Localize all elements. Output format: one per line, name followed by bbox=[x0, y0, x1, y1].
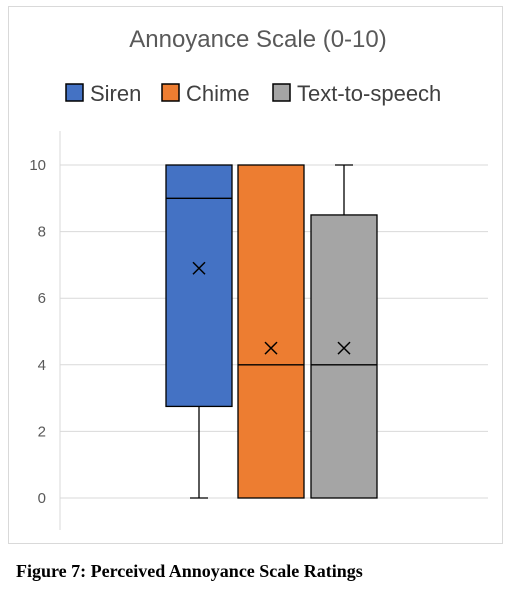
box-body bbox=[238, 165, 304, 498]
figure-caption: Figure 7: Perceived Annoyance Scale Rati… bbox=[16, 561, 363, 582]
legend-swatch bbox=[273, 84, 290, 101]
chart-title: Annoyance Scale (0-10) bbox=[129, 26, 386, 53]
legend-swatch bbox=[162, 84, 179, 101]
box-siren bbox=[166, 165, 232, 498]
legend-label: Siren bbox=[90, 81, 141, 106]
boxes bbox=[166, 165, 377, 498]
box-body bbox=[311, 215, 377, 498]
y-tick-label: 0 bbox=[38, 490, 46, 507]
box-text-to-speech bbox=[311, 165, 377, 498]
y-axis: 0 2 4 6 8 10 bbox=[29, 131, 60, 530]
box-body bbox=[166, 165, 232, 406]
y-tick-label: 4 bbox=[38, 357, 46, 374]
y-tick-label: 8 bbox=[38, 224, 46, 241]
y-tick-label: 6 bbox=[38, 290, 46, 307]
y-tick-label: 10 bbox=[29, 157, 46, 174]
box-chime bbox=[238, 165, 304, 498]
legend-label: Chime bbox=[186, 81, 250, 106]
legend-swatch bbox=[66, 84, 83, 101]
y-tick-label: 2 bbox=[38, 423, 46, 440]
legend-label: Text-to-speech bbox=[297, 81, 441, 106]
legend: Siren Chime Text-to-speech bbox=[66, 81, 441, 106]
